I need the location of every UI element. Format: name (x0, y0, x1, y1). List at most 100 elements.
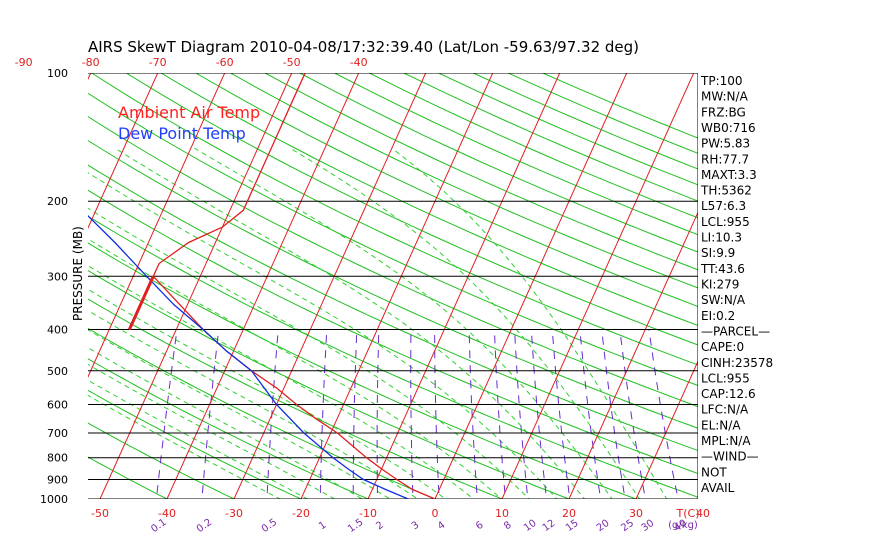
dry-adiabat (91, 73, 698, 366)
mixing-ratio-label: 0.2 (195, 517, 214, 535)
moist-adiabat (194, 147, 613, 499)
dry-adiabat (368, 73, 698, 219)
dry-adiabat (507, 73, 698, 154)
index-item: EL:N/A (701, 418, 741, 432)
index-item: KI:279 (701, 278, 739, 292)
pressure-tick-label: 800 (47, 452, 68, 465)
index-item: LCL:955 (701, 371, 750, 385)
dry-adiabat (438, 73, 698, 186)
top-temp-tick-label: -60 (216, 56, 234, 69)
mixing-ratio-label: 12 (541, 518, 558, 534)
index-item: CAPE:0 (701, 340, 744, 354)
bottom-temp-tick-label: 10 (495, 507, 509, 520)
mixing-ratio-label: 1 (317, 520, 329, 533)
moist-adiabat (88, 310, 419, 499)
dry-adiabat (88, 215, 698, 498)
mixing-ratio-line (579, 329, 602, 499)
index-item: LI:10.3 (701, 231, 742, 245)
dry-adiabat (88, 164, 698, 452)
mixing-ratio-label: 30 (640, 518, 657, 534)
moist-adiabat (88, 288, 447, 499)
mixing-ratio-label: 4 (436, 520, 448, 533)
isotherm (367, 73, 561, 499)
mixing-ratio-line (155, 329, 178, 499)
mixing-ratio-line (319, 329, 328, 499)
dry-adiabat (230, 73, 698, 289)
pressure-tick-label: 600 (47, 399, 68, 412)
top-temp-tick-label: -50 (283, 56, 301, 69)
dry-adiabat (334, 73, 698, 236)
index-item: PW:5.83 (701, 137, 750, 151)
index-item: WB0:716 (701, 121, 756, 135)
pressure-tick-label: 1000 (40, 493, 68, 506)
index-item: CAP:12.6 (701, 387, 756, 401)
mixing-ratio-label: 8 (502, 520, 514, 533)
plot-lines (88, 73, 436, 499)
dry-adiabat (126, 73, 698, 346)
top-temp-tick-label: -70 (149, 56, 167, 69)
bottom-temp-tick-label: 20 (562, 507, 576, 520)
isotherm (88, 73, 226, 378)
index-item: —PARCEL— (701, 325, 770, 339)
top-temp-tick-label: -90 (15, 56, 33, 69)
index-item: FRZ:BG (701, 105, 746, 119)
moist-adiabat (289, 147, 641, 499)
dry-adiabat (473, 73, 698, 170)
mixing-ratio-unit: (g/kg) (668, 520, 698, 531)
mixing-ratio-line (410, 329, 414, 499)
dry-adiabat (88, 189, 698, 475)
chart-grid (0, 73, 870, 499)
mixing-ratio-line (352, 329, 358, 499)
mixing-ratio-line (493, 329, 506, 499)
index-item: L57:6.3 (701, 199, 746, 213)
isotherm (434, 73, 628, 499)
isotherm (501, 73, 695, 499)
bottom-temp-tick-label: -10 (359, 507, 377, 520)
isotherm (568, 211, 698, 499)
bottom-temp-unit: T(C) (676, 507, 700, 520)
y-axis-label: PRESSURE (MB) (71, 226, 85, 321)
pressure-tick-label: 500 (47, 365, 68, 378)
dry-adiabat (88, 242, 638, 499)
bottom-temp-tick-label: -40 (158, 507, 176, 520)
mixing-ratio-line (468, 329, 478, 499)
isotherm (770, 73, 870, 499)
temperature-isothermal-segment (128, 275, 155, 331)
isotherm (837, 73, 870, 499)
index-item: LCL:955 (701, 215, 750, 229)
dry-adiabat (88, 92, 698, 387)
index-item: —WIND— (701, 450, 759, 464)
dry-adiabat (88, 422, 236, 499)
mixing-ratio-label: 25 (619, 518, 636, 534)
mixing-ratio-label: 2 (374, 520, 386, 533)
isotherm (635, 360, 698, 499)
pressure-tick-label: 900 (47, 474, 68, 487)
isotherm (233, 73, 427, 499)
mixing-ratio-label: 20 (595, 518, 612, 534)
pressure-tick-label: 400 (47, 324, 68, 337)
bottom-temp-tick-label: -50 (91, 507, 109, 520)
index-item: CINH:23578 (701, 356, 773, 370)
bottom-temp-tick-label: -30 (225, 507, 243, 520)
legend-dew-point-temp: Dew Point Temp (118, 124, 246, 143)
isotherm (166, 73, 360, 499)
moist-adiabat (88, 329, 391, 499)
dry-adiabat (264, 73, 698, 271)
index-item: LFC:N/A (701, 403, 749, 417)
isotherm (99, 73, 293, 499)
isotherm (0, 73, 24, 499)
bottom-temp-tick-label: 0 (432, 507, 439, 520)
mixing-ratio-label: 6 (474, 520, 486, 533)
index-item: NOT (701, 465, 727, 479)
moist-adiabat (88, 363, 336, 499)
mixing-ratio-line (530, 329, 548, 499)
chart-title: AIRS SkewT Diagram 2010-04-08/17:32:39.4… (88, 38, 639, 56)
index-item: TT:43.6 (700, 262, 745, 276)
mixing-ratio-label: 3 (410, 520, 422, 533)
pressure-tick-label: 100 (47, 67, 68, 80)
mixing-ratio-label: 15 (564, 518, 581, 534)
pressure-tick-label: 300 (47, 270, 68, 283)
mixing-ratio-label: 0.5 (260, 517, 279, 535)
legend-ambient-air-temp: Ambient Air Temp (118, 103, 260, 122)
